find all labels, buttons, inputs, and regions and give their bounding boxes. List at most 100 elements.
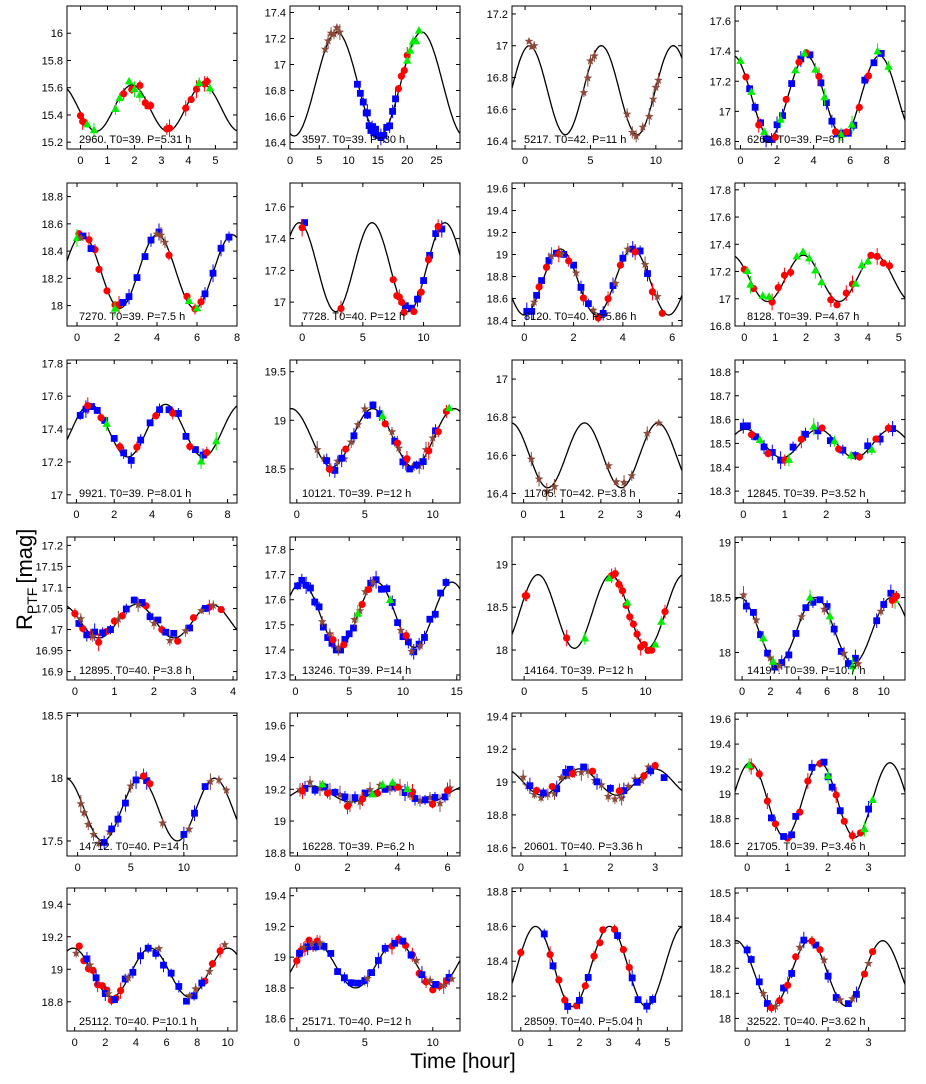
data-point-circle <box>771 820 780 828</box>
y-tick-label: 18.6 <box>487 294 508 306</box>
data-point-square <box>789 443 797 451</box>
data-point-triangle <box>192 303 202 312</box>
data-point-star <box>586 56 595 65</box>
data-point-star <box>556 773 566 782</box>
data-point-star <box>439 981 449 990</box>
x-tick-label: 4 <box>154 332 160 344</box>
x-tick-label: 2 <box>598 509 604 521</box>
data-point-square <box>593 778 601 786</box>
data-point-circle <box>298 787 307 795</box>
data-point-circle <box>403 455 411 463</box>
data-point-circle <box>408 788 417 796</box>
data-point-square <box>319 623 327 631</box>
data-point-square <box>347 979 355 987</box>
x-tick-label: 10 <box>397 686 409 698</box>
data-point-circle <box>342 445 350 453</box>
panel-frame <box>734 536 906 681</box>
data-point-circle <box>768 298 776 306</box>
data-point-triangle <box>805 593 815 601</box>
y-tick-label: 16.4 <box>265 138 286 150</box>
data-point-triangle <box>414 26 424 34</box>
data-point-star <box>604 461 613 470</box>
data-point-circle <box>133 443 141 451</box>
y-tick-label: 17 <box>719 106 731 118</box>
x-tick-label: 4 <box>675 509 681 521</box>
data-point-square <box>442 579 450 586</box>
y-tick-label: 17.4 <box>265 234 286 246</box>
y-tick-label: 18 <box>719 648 731 660</box>
data-point-triangle <box>769 657 778 665</box>
data-point-star <box>445 783 455 792</box>
y-tick-label: 17.2 <box>710 76 731 88</box>
data-point-star <box>76 799 86 808</box>
y-tick-label: 16.6 <box>265 112 286 124</box>
panel-caption: 11705. T0=42. P=3.8 h <box>524 488 636 500</box>
panel-caption: 2960. T0=39. P=5.31 h <box>79 134 191 146</box>
y-tick-label: 17 <box>51 490 63 502</box>
panel-caption: 3597. T0=39. P=30 h <box>302 134 405 146</box>
x-tick-label: 8 <box>852 686 858 698</box>
data-point-square <box>122 799 129 807</box>
data-point-triangle <box>868 795 877 804</box>
lightcurve-panel: 0 2 4 6 8 17 17.2 17.4 17.6 17.8 9921. T0=39. P=8.… <box>42 358 238 521</box>
x-tick-label: 0 <box>294 862 300 874</box>
panel-caption: 9921. T0=39. P=8.01 h <box>79 488 191 500</box>
data-point-square <box>156 406 163 414</box>
data-point-circle <box>611 570 619 578</box>
data-point-circle <box>187 95 195 104</box>
data-point-triangle <box>135 90 145 98</box>
data-point-square <box>359 98 367 106</box>
data-point-star <box>644 111 654 121</box>
data-point-circle <box>147 101 155 110</box>
data-point-star <box>407 646 416 656</box>
data-point-square <box>152 949 160 957</box>
data-point-circle <box>189 614 198 622</box>
y-tick-label: 18.4 <box>42 246 63 258</box>
x-tick-label: 3 <box>606 1037 612 1049</box>
data-point-circle <box>755 121 763 129</box>
data-point-star <box>315 938 325 947</box>
data-point-star <box>651 82 661 92</box>
data-point-circle <box>864 72 873 80</box>
data-point-star <box>524 36 534 46</box>
data-point-square <box>100 839 108 846</box>
y-tick-label: 19.4 <box>265 891 286 903</box>
data-point-star <box>160 237 170 246</box>
data-point-star <box>425 792 435 802</box>
x-tick-label: 4 <box>865 332 871 344</box>
data-point-square <box>198 979 206 987</box>
x-tick-label: 1 <box>772 332 778 344</box>
x-tick-label: 10 <box>639 686 651 698</box>
data-point-square <box>217 244 225 252</box>
data-point-square <box>294 582 301 590</box>
x-tick-label: 5 <box>128 862 134 874</box>
data-point-star <box>415 641 425 650</box>
data-point-square <box>361 789 369 797</box>
x-tick-label: 0 <box>75 862 81 874</box>
y-tick-label: 17.8 <box>42 358 63 370</box>
data-point-square <box>209 269 217 277</box>
data-point-square <box>762 135 770 143</box>
data-point-square <box>375 957 382 964</box>
data-point-circle <box>174 637 182 645</box>
y-tick-label: 19.6 <box>710 714 731 726</box>
data-point-square <box>746 85 754 93</box>
data-point-square <box>431 610 439 618</box>
data-point-star <box>447 974 457 983</box>
data-point-triangle <box>811 265 820 274</box>
data-point-triangle <box>444 403 454 412</box>
data-point-circle <box>542 263 551 271</box>
lightcurve-panel: 0 1 2 3 4 5 16.8 17 17.2 17.4 17.6 17.8 8128. T0=39.… <box>710 182 906 344</box>
panel-caption: 28509. T0=40. P=5.04 h <box>524 1016 642 1028</box>
x-tick-label: 2 <box>151 686 157 698</box>
data-point-square <box>351 794 359 802</box>
data-point-circle <box>434 222 442 231</box>
data-point-square <box>839 129 847 137</box>
y-tick-label: 18.5 <box>710 438 731 450</box>
x-tick-label: 6 <box>847 155 853 167</box>
data-point-square <box>629 245 637 253</box>
data-point-circle <box>640 640 648 649</box>
data-point-square <box>311 786 319 794</box>
data-point-square <box>432 981 439 988</box>
data-point-star <box>654 75 663 85</box>
